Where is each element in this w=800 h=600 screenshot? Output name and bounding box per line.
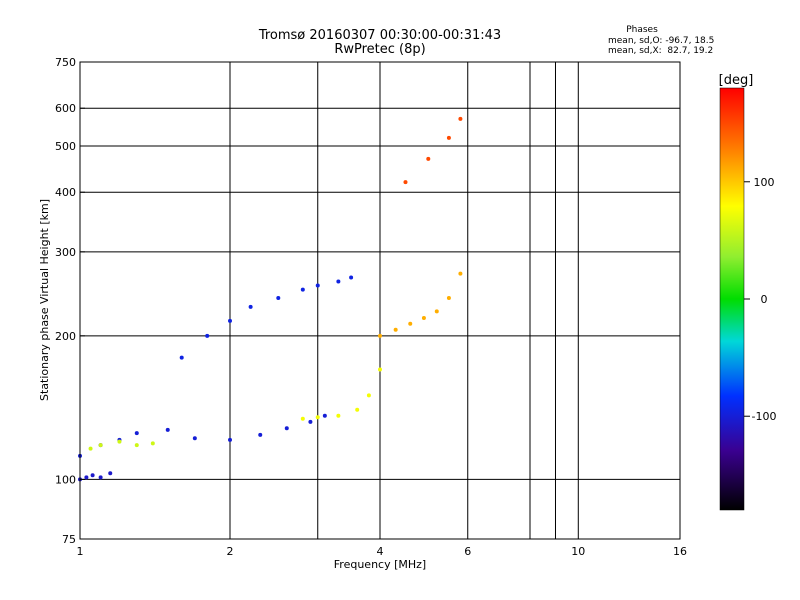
data-point [300,287,305,292]
x-tick-label: 2 [227,545,234,558]
y-tick-label: 400 [55,186,76,199]
data-point [315,415,320,420]
y-tick-label: 100 [55,473,76,486]
y-tick-label: 75 [62,533,76,546]
x-tick-label: 4 [377,545,384,558]
data-point [98,443,103,448]
chart-title: Tromsø 20160307 00:30:00-00:31:43 [258,28,501,43]
data-point [349,275,354,280]
stats-line-o: mean, sd,O: -96.7, 18.5 [608,36,714,46]
data-point [284,426,289,431]
colorbar-tick-label: -100 [752,410,777,423]
y-tick-label: 600 [55,102,76,115]
data-point [134,431,139,436]
data-point [90,473,95,478]
data-point [205,333,210,338]
colorbar-tick-label: 100 [754,176,775,189]
y-axis-ticks: 75 100 200 300 400 500 600 750 [55,56,85,546]
data-point [322,413,327,418]
colorbar-tick-label: 0 [761,293,768,306]
plot-area: 1 2 4 6 10 16 75 100 200 300 400 500 600 750 [55,56,687,558]
y-tick-label: 300 [55,246,76,259]
chart-subtitle: RwPretec (8p) [334,42,425,57]
data-point [117,439,122,444]
data-point [421,315,426,320]
data-point [165,427,170,432]
data-point [458,116,463,121]
colorbar-label: [deg] [719,73,754,88]
x-tick-label: 1 [77,545,84,558]
y-axis-label: Stationary phase Virtual Height [km] [38,199,51,401]
data-point [192,436,197,441]
x-tick-label: 6 [464,545,471,558]
x-tick-label: 10 [571,545,585,558]
data-points [78,116,463,482]
data-point [446,296,451,301]
data-point [134,443,139,448]
data-point [308,419,313,424]
data-point [228,318,232,323]
x-tick-label: 16 [673,545,687,558]
data-point [108,471,113,476]
colorbar-ticks: 100 0 -100 [744,176,776,423]
data-point [228,437,232,442]
data-point [393,327,398,332]
data-point [434,309,439,314]
data-point [378,333,382,338]
data-point [258,432,263,437]
x-axis-label: Frequency [MHz] [334,558,426,571]
data-point [403,180,408,185]
stats-line-x: mean, sd,X: 82.7, 19.2 [608,46,713,56]
data-point [98,475,103,480]
data-point [300,416,305,421]
data-point [315,283,320,288]
data-point [179,355,184,360]
data-point [458,271,463,276]
data-point [408,321,413,326]
stats-heading: Phases [626,25,658,35]
y-tick-label: 500 [55,140,76,153]
data-point [336,413,341,418]
colorbar [719,87,745,511]
data-point [378,367,382,372]
y-tick-label: 200 [55,330,76,343]
data-point [150,441,155,446]
data-point [446,135,451,140]
plot-frame [79,61,681,540]
data-point [355,407,360,412]
x-axis-ticks: 1 2 4 6 10 16 [77,545,688,558]
data-point [276,296,281,301]
data-point [336,279,341,284]
gridlines [80,62,680,539]
y-tick-label: 750 [55,56,76,69]
data-point [84,475,89,480]
data-point [426,156,431,161]
data-point [88,446,93,451]
data-point [248,304,253,309]
data-point [366,393,371,398]
